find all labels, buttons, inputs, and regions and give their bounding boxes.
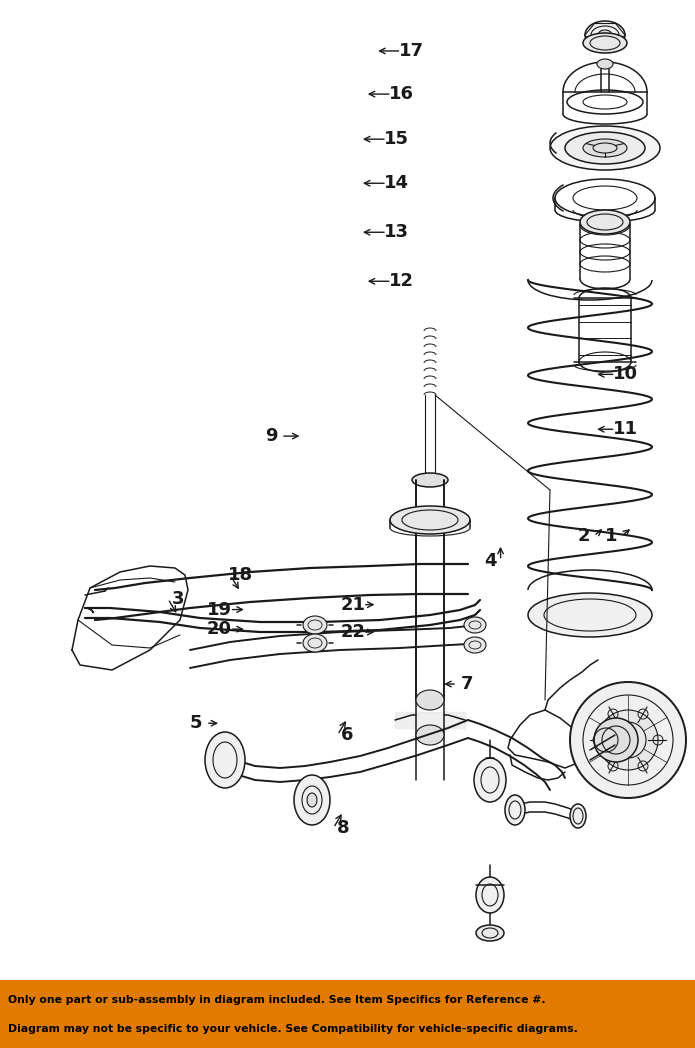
Text: 20: 20 [207,620,232,638]
Text: 7: 7 [461,675,473,693]
Text: 16: 16 [389,85,414,103]
Text: 22: 22 [341,624,366,641]
Ellipse shape [476,925,504,941]
Ellipse shape [505,795,525,825]
Ellipse shape [294,776,330,825]
Text: 12: 12 [389,272,414,290]
Ellipse shape [583,139,627,157]
Ellipse shape [416,690,444,709]
Ellipse shape [594,718,638,762]
Text: 1: 1 [605,527,618,545]
Ellipse shape [412,473,448,487]
Ellipse shape [464,637,486,653]
Text: 5: 5 [190,715,202,733]
Ellipse shape [597,59,613,69]
Text: Diagram may not be specific to your vehicle. See Compatibility for vehicle-speci: Diagram may not be specific to your vehi… [8,1024,578,1034]
Ellipse shape [474,758,506,802]
Ellipse shape [550,126,660,170]
Text: Only one part or sub-assembly in diagram included. See Item Specifics for Refere: Only one part or sub-assembly in diagram… [8,995,546,1005]
Ellipse shape [598,709,658,770]
Text: 2: 2 [578,527,590,545]
Ellipse shape [307,793,317,807]
Text: 11: 11 [613,420,638,438]
Ellipse shape [416,725,444,745]
Ellipse shape [205,732,245,788]
Text: 18: 18 [228,566,253,585]
Text: 6: 6 [341,726,354,744]
Ellipse shape [570,804,586,828]
Text: 17: 17 [399,42,424,60]
Text: 3: 3 [172,590,184,608]
Ellipse shape [464,617,486,633]
Text: 13: 13 [384,223,409,241]
Text: 4: 4 [484,551,497,569]
Ellipse shape [303,634,327,652]
Ellipse shape [620,732,636,748]
Text: 15: 15 [384,130,409,148]
Text: 14: 14 [384,174,409,192]
Ellipse shape [580,210,630,234]
Ellipse shape [583,32,627,53]
Ellipse shape [585,21,625,49]
Ellipse shape [303,616,327,634]
Ellipse shape [528,593,652,637]
Text: 8: 8 [337,820,350,837]
Ellipse shape [570,682,686,798]
Text: 19: 19 [207,601,232,618]
Text: 10: 10 [613,366,638,384]
Ellipse shape [390,506,470,534]
Ellipse shape [598,30,612,40]
Ellipse shape [565,132,645,163]
Ellipse shape [476,877,504,913]
Text: 21: 21 [341,595,366,614]
Text: 9: 9 [265,428,277,445]
